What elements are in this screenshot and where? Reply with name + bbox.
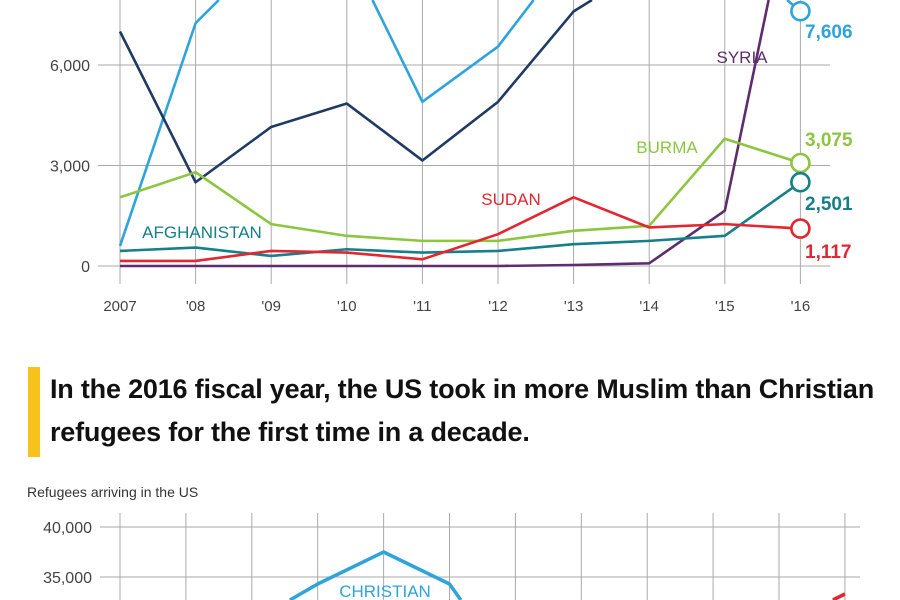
- series-line-unlabeled-0: [118, 0, 220, 247]
- y-tick-label: 3,000: [50, 159, 90, 176]
- series-line-burma: [119, 137, 801, 243]
- x-tick-label: '14: [639, 298, 659, 315]
- series-line-sudan: [120, 196, 801, 263]
- series-label: AFGHANISTAN: [142, 223, 262, 242]
- series-line-unlabeled-1: [118, 0, 593, 184]
- end-point-marker: [790, 171, 811, 193]
- x-tick-label: '13: [564, 298, 584, 315]
- series-line-muslim: [832, 592, 846, 600]
- headline-accent-bar: [28, 367, 40, 457]
- y-tick-label: 6,000: [50, 58, 90, 75]
- end-point-marker: [790, 0, 811, 22]
- x-tick-label: '09: [261, 298, 281, 315]
- series-label: BURMA: [636, 138, 698, 157]
- series-line-unlabeled-0: [371, 0, 535, 104]
- end-value-label: 7,606: [805, 22, 853, 43]
- y-tick-label: 0: [81, 259, 90, 276]
- end-value-label: 3,075: [805, 130, 853, 151]
- series-line-afghanistan: [119, 181, 802, 258]
- x-tick-label: '10: [337, 298, 357, 315]
- series-label: CHRISTIAN: [339, 582, 431, 600]
- x-tick-label: '11: [413, 298, 431, 315]
- x-tick-label: '16: [791, 298, 811, 315]
- top-lines: [118, 0, 802, 268]
- end-point-marker: [790, 218, 811, 239]
- end-value-label: 2,501: [805, 194, 853, 215]
- end-value-label: 1,117: [805, 242, 852, 263]
- x-tick-label: '08: [186, 298, 206, 315]
- series-line-christian: [289, 550, 463, 600]
- series-line-syria: [120, 0, 770, 268]
- x-tick-label: '15: [715, 298, 735, 315]
- y-tick-label: 40,000: [43, 520, 92, 537]
- series-label: SYRIA: [716, 48, 768, 67]
- x-tick-label: 2007: [103, 298, 136, 315]
- end-point-marker: [790, 152, 811, 174]
- series-label: SUDAN: [481, 190, 541, 209]
- headline: In the 2016 fiscal year, the US took in …: [50, 374, 875, 447]
- x-tick-label: '12: [488, 298, 508, 315]
- bottom-chart-ylabel: Refugees arriving in the US: [27, 484, 199, 500]
- bottom-lines: [289, 550, 846, 600]
- y-tick-label: 35,000: [43, 570, 92, 587]
